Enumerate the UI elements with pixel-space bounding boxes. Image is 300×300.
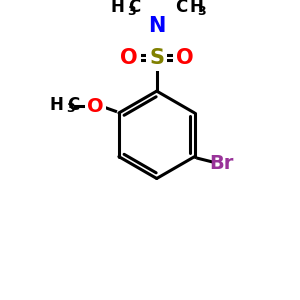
Text: H: H xyxy=(110,0,124,16)
Text: O: O xyxy=(176,47,193,68)
Text: Br: Br xyxy=(209,154,234,173)
Text: O: O xyxy=(87,97,104,116)
Text: H: H xyxy=(189,0,203,16)
Text: C: C xyxy=(175,0,187,16)
Text: C: C xyxy=(128,0,140,16)
Text: 3: 3 xyxy=(127,5,135,18)
Text: O: O xyxy=(120,47,138,68)
Text: 3: 3 xyxy=(197,5,206,18)
Text: H: H xyxy=(50,95,63,113)
Text: S: S xyxy=(149,47,164,68)
Text: N: N xyxy=(148,16,165,36)
Text: 3: 3 xyxy=(66,102,75,115)
Text: C: C xyxy=(68,95,80,113)
